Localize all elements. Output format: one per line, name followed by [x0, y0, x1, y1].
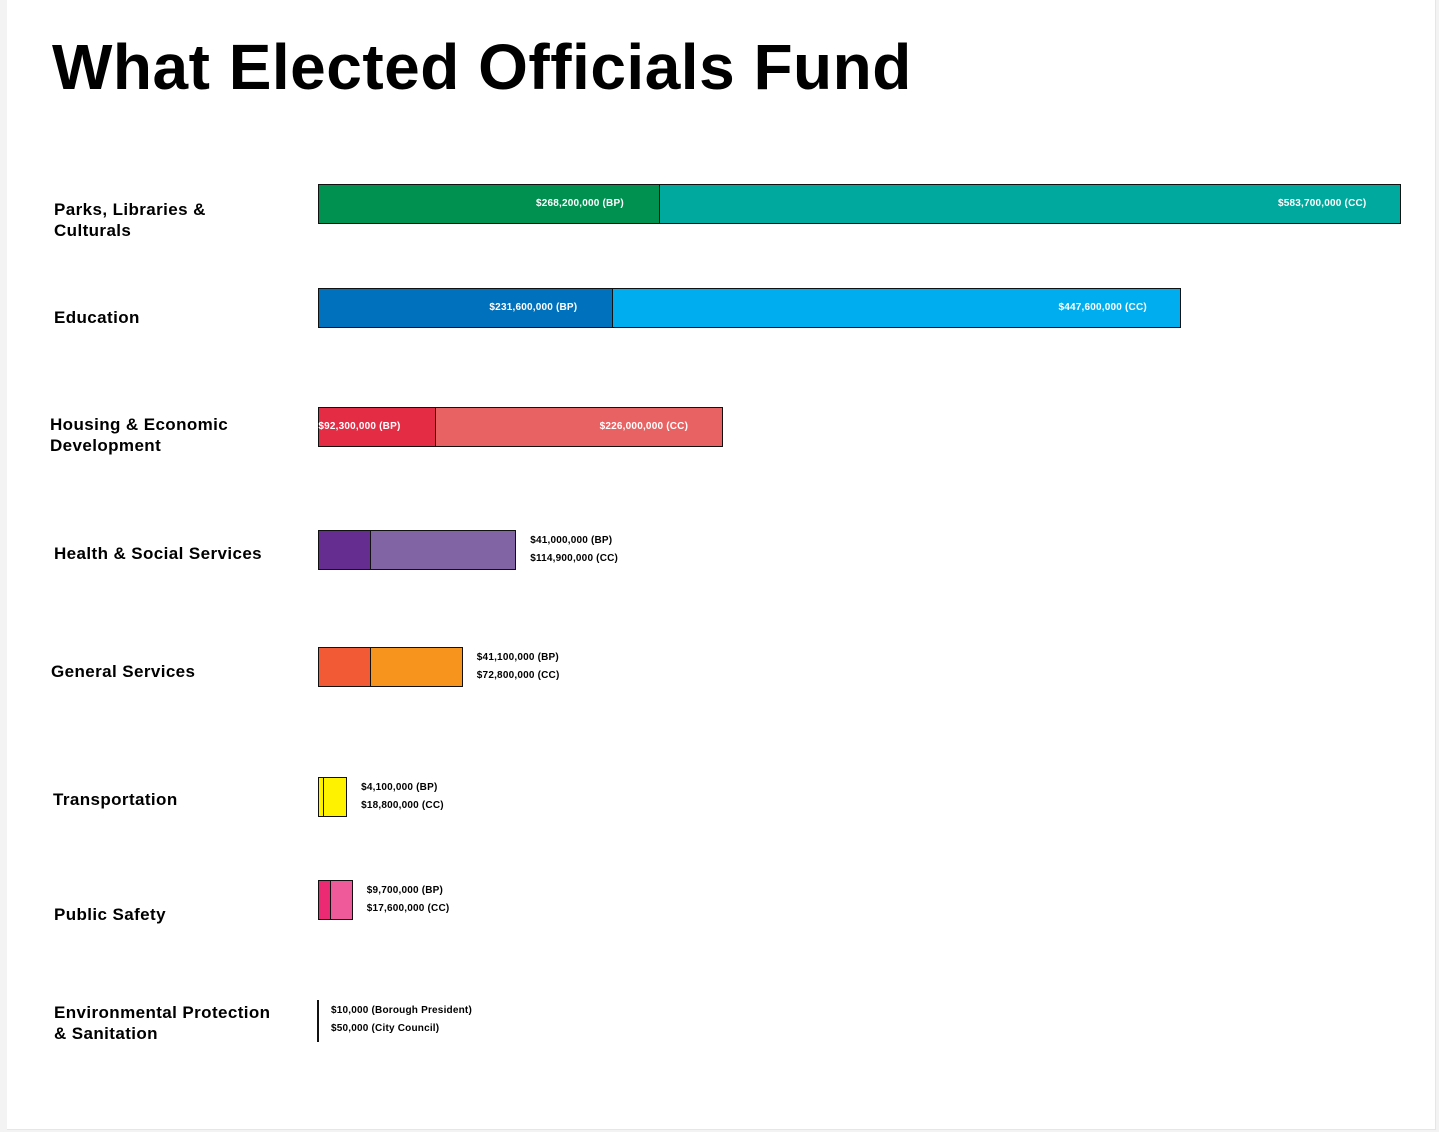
bar-segment-cc — [370, 647, 463, 687]
value-label-bp: $92,300,000 (BP) — [318, 421, 401, 432]
value-label-cc: $226,000,000 (CC) — [599, 421, 689, 432]
bar-segment-bp — [318, 530, 372, 570]
bar-segment-cc — [658, 184, 1401, 224]
chart-title: What Elected Officials Fund — [52, 31, 912, 103]
value-label-bp: $41,000,000 (BP) — [530, 535, 613, 546]
value-label-cc: $50,000 (City Council) — [331, 1023, 440, 1034]
value-label-bp: $4,100,000 (BP) — [361, 782, 438, 793]
category-label: Parks, Libraries & Culturals — [54, 200, 206, 240]
bar-segment-cc — [370, 530, 517, 570]
bar-segment-bp — [318, 647, 372, 687]
value-label-cc: $447,600,000 (CC) — [1058, 302, 1147, 313]
bar-segment-cc — [323, 777, 348, 817]
bar-segment-cc — [612, 288, 1182, 328]
category-label: Housing & Economic Development — [50, 415, 229, 455]
value-label-cc: $583,700,000 (CC) — [1278, 198, 1367, 209]
value-label-bp: $231,600,000 (BP) — [489, 302, 578, 313]
value-label-bp: $9,700,000 (BP) — [366, 885, 444, 896]
bar-segment-bp — [318, 407, 437, 447]
value-label-cc: $17,600,000 (CC) — [366, 903, 450, 914]
category-label: Health & Social Services — [54, 544, 263, 563]
value-label-bp: $10,000 (Borough President) — [331, 1005, 472, 1016]
value-label-bp: $41,100,000 (BP) — [476, 652, 559, 663]
bar-tick-line — [317, 1000, 319, 1042]
category-label: Environmental Protection & Sanitation — [54, 1003, 271, 1043]
bar-segment-cc — [435, 407, 723, 447]
category-label: Education — [54, 308, 140, 327]
bar-segment-bp — [318, 288, 614, 328]
chart-frame — [7, 0, 1436, 1130]
value-label-cc: $72,800,000 (CC) — [476, 670, 560, 681]
value-label-cc: $18,800,000 (CC) — [361, 800, 444, 811]
value-label-cc: $114,900,000 (CC) — [530, 553, 619, 564]
bar-segment-bp — [318, 184, 661, 224]
category-label: General Services — [51, 662, 196, 681]
category-label: Public Safety — [54, 905, 166, 924]
category-label: Transportation — [53, 790, 178, 809]
bar-segment-cc — [330, 880, 353, 920]
value-label-bp: $268,200,000 (BP) — [535, 198, 624, 209]
